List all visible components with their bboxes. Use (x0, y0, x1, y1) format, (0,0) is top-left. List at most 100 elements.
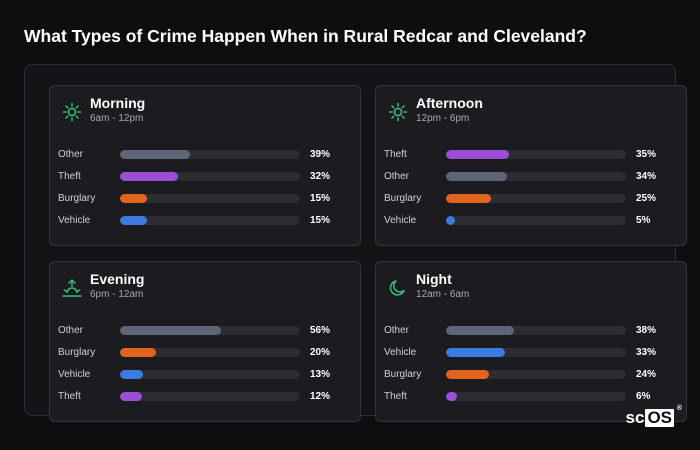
bar-fill (446, 370, 489, 379)
bar-fill (446, 348, 505, 357)
crime-type-label: Theft (58, 171, 81, 182)
crime-type-label: Other (384, 325, 410, 336)
crime-type-label: Other (58, 149, 84, 160)
bar-track (120, 370, 300, 379)
percentage-value: 34% (636, 171, 657, 182)
crime-row: Burglary 20% (58, 346, 354, 360)
brand-logo: sc OS ® (625, 405, 682, 428)
brand-boxed: OS (645, 408, 674, 427)
bar-track (446, 172, 626, 181)
crime-row: Vehicle 15% (58, 214, 354, 228)
percentage-value: 32% (310, 171, 331, 182)
bar-track (120, 348, 300, 357)
crime-row: Burglary 24% (384, 368, 680, 382)
bar-track (120, 172, 300, 181)
crime-type-label: Theft (384, 391, 407, 402)
bar-fill (120, 348, 156, 357)
percentage-value: 39% (310, 149, 331, 160)
crime-row: Other 56% (58, 324, 354, 338)
crime-type-label: Other (58, 325, 84, 336)
crime-row: Vehicle 13% (58, 368, 354, 382)
bar-track (446, 348, 626, 357)
bar-track (446, 326, 626, 335)
card-afternoon: Afternoon 12pm - 6pm Theft 35% Other 34% Burgl… (375, 85, 687, 246)
percentage-value: 15% (310, 193, 331, 204)
percentage-value: 25% (636, 193, 657, 204)
bar-fill (446, 150, 509, 159)
page-title: What Types of Crime Happen When in Rural… (24, 26, 587, 46)
card-evening: Evening 6pm - 12am Other 56% Burglary 20% Vehi… (49, 261, 361, 422)
bar-fill (120, 326, 221, 335)
bar-track (120, 326, 300, 335)
percentage-value: 5% (636, 215, 651, 226)
bar-track (120, 194, 300, 203)
crime-row: Vehicle 5% (384, 214, 680, 228)
bar-fill (446, 194, 491, 203)
bar-fill (120, 194, 147, 203)
bar-fill (446, 172, 507, 181)
sun-icon (388, 102, 408, 122)
percentage-value: 56% (310, 325, 331, 336)
registered-mark: ® (676, 405, 682, 412)
percentage-value: 35% (636, 149, 657, 160)
bar-track (446, 150, 626, 159)
crime-type-label: Vehicle (384, 215, 417, 226)
percentage-value: 24% (636, 369, 657, 380)
bar-track (120, 216, 300, 225)
card-time-range: 6am - 12pm (90, 113, 144, 124)
crime-type-label: Burglary (384, 193, 422, 204)
crime-row: Theft 35% (384, 148, 680, 162)
bar-fill (120, 370, 143, 379)
bar-track (446, 216, 626, 225)
bar-fill (120, 172, 178, 181)
card-time-range: 12pm - 6pm (416, 113, 470, 124)
crime-type-label: Burglary (384, 369, 422, 380)
crime-type-label: Burglary (58, 347, 96, 358)
bar-fill (446, 216, 455, 225)
moon-icon (388, 278, 408, 298)
bar-track (446, 392, 626, 401)
percentage-value: 15% (310, 215, 331, 226)
sun-icon (62, 102, 82, 122)
percentage-value: 20% (310, 347, 331, 358)
crime-row: Theft 12% (58, 390, 354, 404)
crime-row: Vehicle 33% (384, 346, 680, 360)
crime-row: Theft 32% (58, 170, 354, 184)
percentage-value: 12% (310, 391, 331, 402)
bar-fill (120, 216, 147, 225)
crime-type-label: Burglary (58, 193, 96, 204)
bar-track (446, 370, 626, 379)
sunset-icon (62, 278, 82, 298)
crime-type-label: Vehicle (58, 215, 91, 226)
crime-type-label: Theft (58, 391, 81, 402)
card-morning: Morning 6am - 12pm Other 39% Theft 32% Burglar… (49, 85, 361, 246)
percentage-value: 33% (636, 347, 657, 358)
percentage-value: 38% (636, 325, 657, 336)
crime-row: Theft 6% (384, 390, 680, 404)
card-title: Night (416, 271, 452, 287)
crime-row: Other 38% (384, 324, 680, 338)
brand-prefix: sc (625, 408, 645, 427)
card-title: Evening (90, 271, 145, 287)
bar-fill (446, 392, 457, 401)
crime-type-label: Other (384, 171, 410, 182)
crime-row: Other 39% (58, 148, 354, 162)
card-time-range: 6pm - 12am (90, 289, 144, 300)
bar-track (446, 194, 626, 203)
bar-track (120, 392, 300, 401)
card-title: Afternoon (416, 95, 483, 111)
bar-track (120, 150, 300, 159)
card-title: Morning (90, 95, 146, 111)
percentage-value: 13% (310, 369, 331, 380)
crime-type-label: Vehicle (58, 369, 91, 380)
crime-row: Burglary 15% (58, 192, 354, 206)
bar-fill (120, 150, 190, 159)
bar-fill (120, 392, 142, 401)
crime-type-label: Vehicle (384, 347, 417, 358)
crime-type-label: Theft (384, 149, 407, 160)
card-night: Night 12am - 6am Other 38% Vehicle 33% Burglar… (375, 261, 687, 422)
percentage-value: 6% (636, 391, 651, 402)
crime-row: Burglary 25% (384, 192, 680, 206)
bar-fill (446, 326, 514, 335)
crime-row: Other 34% (384, 170, 680, 184)
